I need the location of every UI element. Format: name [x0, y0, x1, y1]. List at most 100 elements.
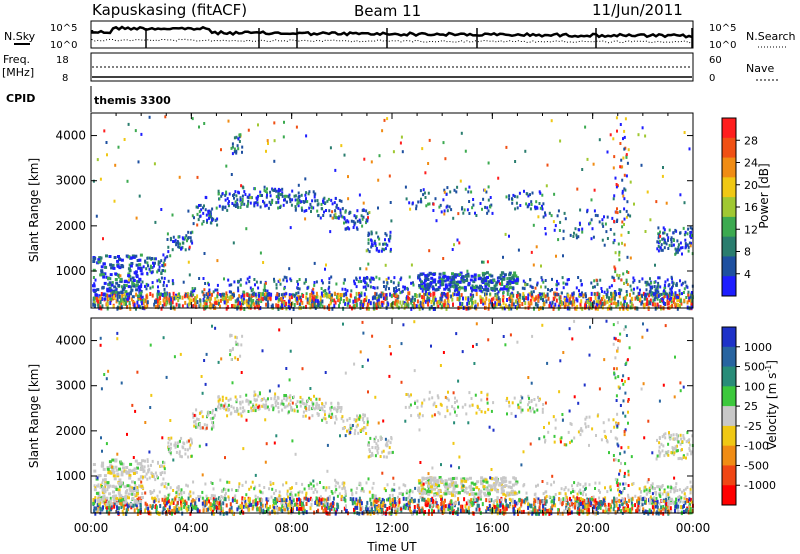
data-point — [257, 507, 259, 512]
data-point — [602, 224, 605, 228]
data-point — [397, 281, 400, 285]
data-point — [97, 303, 100, 308]
data-point — [331, 501, 334, 505]
data-point — [643, 294, 646, 298]
data-point — [106, 482, 109, 486]
data-point — [598, 496, 601, 500]
data-point — [471, 301, 474, 306]
data-point — [446, 503, 449, 508]
data-point — [233, 293, 235, 298]
data-point — [460, 286, 464, 290]
data-point — [488, 503, 491, 508]
data-point — [207, 209, 210, 213]
data-point — [455, 273, 459, 277]
data-point — [167, 250, 170, 254]
data-point — [564, 498, 566, 503]
data-point — [366, 212, 369, 216]
data-point — [117, 275, 120, 279]
data-point — [334, 490, 337, 494]
data-point — [428, 292, 430, 296]
data-point — [260, 296, 263, 301]
data-point — [154, 305, 157, 309]
data-point — [203, 252, 206, 255]
data-point — [439, 203, 442, 207]
data-point — [428, 138, 431, 142]
data-point — [154, 220, 157, 224]
data-point — [652, 298, 655, 303]
data-point — [577, 481, 580, 485]
data-point — [93, 296, 96, 301]
data-point — [594, 498, 597, 503]
data-point — [533, 508, 536, 513]
data-point — [222, 487, 225, 491]
data-point — [652, 293, 655, 297]
data-point — [277, 189, 280, 193]
data-point — [264, 189, 267, 193]
data-point — [163, 287, 166, 291]
data-point — [338, 485, 341, 489]
data-point — [356, 227, 359, 231]
data-point — [298, 490, 301, 494]
data-point — [221, 207, 224, 211]
data-point — [106, 287, 110, 291]
data-point — [365, 267, 368, 271]
data-point — [99, 300, 102, 305]
data-point — [381, 497, 384, 502]
data-point — [259, 280, 262, 284]
data-point — [444, 304, 447, 309]
data-point — [411, 304, 414, 308]
data-point — [599, 505, 602, 510]
data-point — [334, 300, 337, 305]
data-point — [140, 132, 143, 136]
data-point — [411, 490, 414, 494]
data-point — [306, 497, 309, 502]
data-point — [663, 238, 666, 242]
data-point — [627, 493, 630, 497]
data-point — [532, 223, 535, 227]
data-point — [677, 297, 680, 302]
data-point — [679, 193, 682, 197]
data-point — [415, 207, 418, 211]
data-point — [336, 494, 339, 498]
data-point — [299, 502, 302, 506]
data-point — [101, 499, 104, 504]
data-point — [312, 297, 315, 302]
data-point — [675, 249, 678, 253]
data-point — [377, 294, 380, 299]
data-point — [431, 508, 433, 513]
freq-right-tick-top: 60 — [709, 55, 722, 66]
data-point — [623, 243, 626, 247]
data-point — [177, 245, 180, 249]
data-point — [504, 494, 507, 498]
data-point — [322, 293, 325, 298]
data-point — [546, 292, 549, 297]
data-point — [380, 503, 383, 508]
data-point — [375, 275, 378, 279]
data-point — [237, 297, 240, 302]
data-point — [657, 244, 660, 248]
data-point — [384, 287, 387, 291]
data-point — [223, 496, 226, 501]
data-point — [517, 510, 520, 515]
data-point — [297, 491, 300, 495]
data-point — [424, 299, 427, 304]
data-point — [255, 300, 258, 305]
data-point — [154, 505, 157, 509]
data-point — [649, 298, 652, 303]
data-point — [94, 511, 97, 516]
data-point — [630, 501, 633, 506]
data-point — [576, 298, 579, 303]
data-point — [167, 498, 170, 503]
data-point — [123, 301, 126, 306]
data-point — [407, 295, 410, 300]
data-point — [156, 304, 159, 309]
data-point — [254, 498, 257, 503]
data-point — [485, 190, 488, 194]
data-point — [106, 500, 109, 505]
data-point — [350, 219, 353, 223]
data-point — [198, 210, 201, 214]
data-point — [216, 291, 219, 296]
data-point — [237, 190, 240, 194]
data-point — [151, 270, 154, 274]
data-point — [218, 197, 221, 201]
